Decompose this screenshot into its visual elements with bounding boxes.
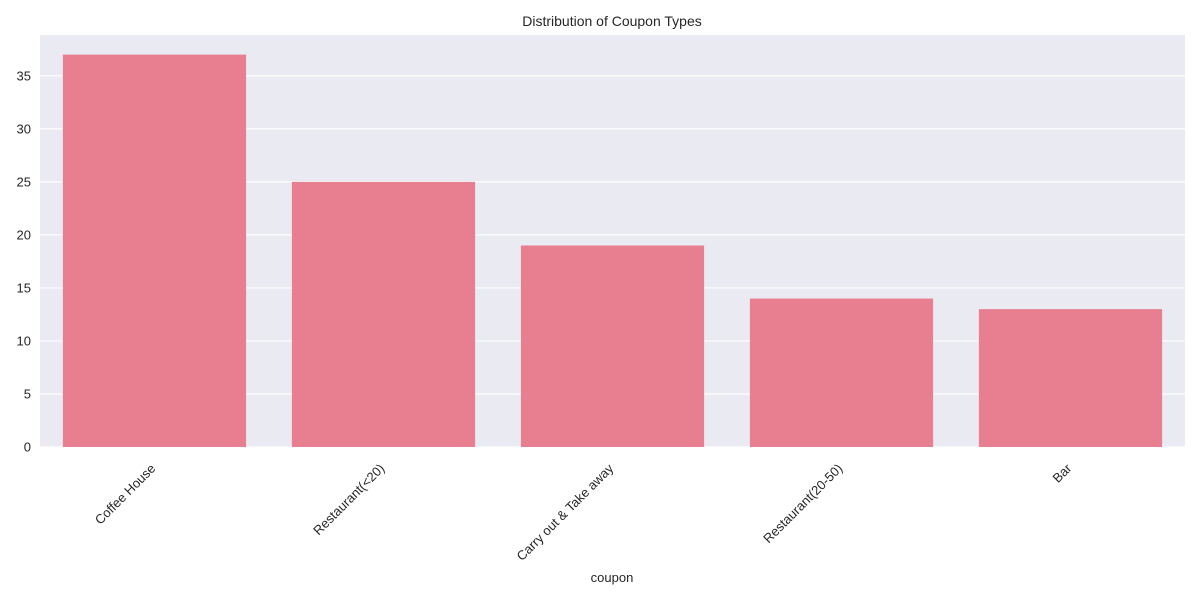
- bar: [291, 181, 476, 447]
- y-tick-label: 35: [17, 68, 31, 83]
- x-tick-label: Coffee House: [92, 461, 159, 528]
- x-axis-label: coupon: [591, 570, 634, 585]
- bar: [749, 298, 934, 447]
- bars: [62, 54, 1163, 447]
- y-tick-label: 20: [17, 227, 31, 242]
- x-tick-label: Restaurant(20-50): [760, 461, 845, 546]
- y-tick-label: 15: [17, 280, 31, 295]
- y-tick-label: 5: [24, 386, 31, 401]
- y-tick-label: 10: [17, 333, 31, 348]
- y-tick-label: 0: [24, 440, 31, 455]
- y-tick-label: 30: [17, 121, 31, 136]
- y-tick-label: 25: [17, 174, 31, 189]
- x-tick-label: Carry out & Take away: [513, 460, 616, 563]
- bar: [62, 54, 247, 447]
- x-tick-label: Restaurant(<20): [310, 461, 387, 538]
- bar: [520, 245, 705, 447]
- bar: [978, 309, 1163, 447]
- x-tick-label: Bar: [1049, 460, 1074, 485]
- y-axis-ticks: 0 5 10 15 20 25 30 35: [17, 68, 31, 454]
- chart-title: Distribution of Coupon Types: [522, 13, 702, 29]
- x-axis-ticks: Coffee House Restaurant(<20) Carry out & T…: [92, 460, 1075, 563]
